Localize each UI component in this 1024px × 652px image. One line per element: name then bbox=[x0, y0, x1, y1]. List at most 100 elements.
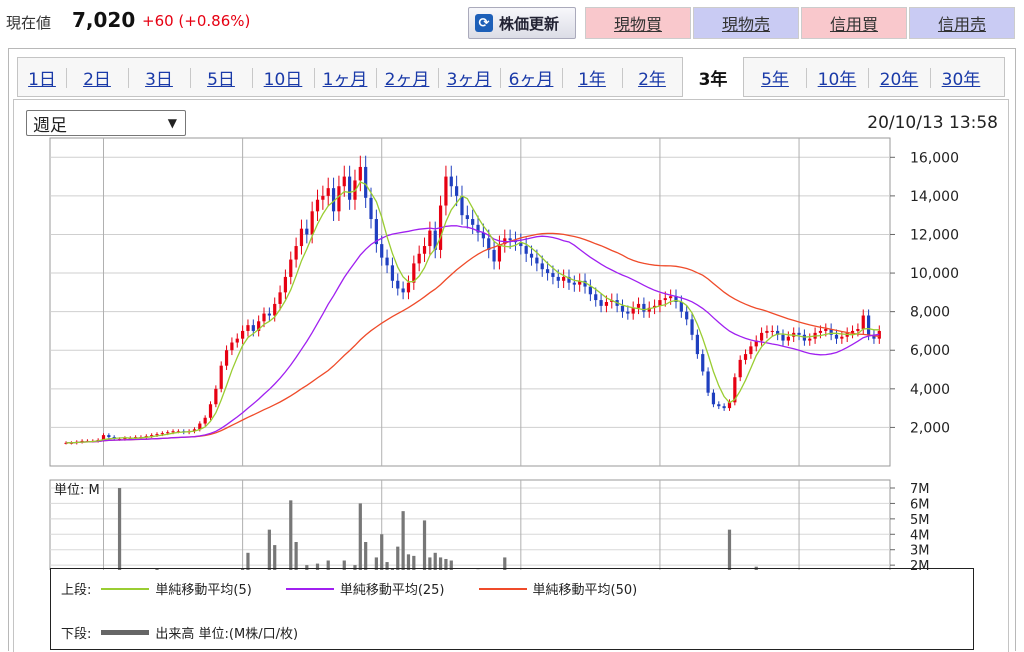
current-price-label: 現在値 bbox=[6, 12, 51, 33]
tab-12[interactable]: 5年 bbox=[744, 58, 806, 96]
candle-body bbox=[690, 319, 693, 334]
legend-ma50-label: 単純移動平均(50) bbox=[533, 579, 638, 598]
tab-3[interactable]: 5日 bbox=[190, 58, 252, 96]
tab-9[interactable]: 1年 bbox=[562, 58, 622, 96]
candle-body bbox=[856, 329, 859, 331]
candle-body bbox=[492, 250, 495, 262]
candle-body bbox=[252, 325, 255, 331]
tab-11[interactable]: 3年 bbox=[682, 57, 744, 97]
volume-grid bbox=[50, 480, 895, 570]
candle-body bbox=[637, 304, 640, 308]
legend-upper-row: 上段: 単純移動平均(5) 単純移動平均(25) 単純移動平均(50) bbox=[61, 579, 665, 598]
candle-body bbox=[594, 294, 597, 300]
tab-10[interactable]: 2年 bbox=[622, 58, 682, 96]
candle-body bbox=[685, 312, 688, 320]
refresh-price-label: 株価更新 bbox=[499, 13, 559, 34]
candle-body bbox=[551, 273, 554, 277]
volume-bar bbox=[423, 520, 426, 570]
price-tick-label: 4,000 bbox=[910, 382, 950, 398]
tab-13[interactable]: 10年 bbox=[806, 58, 868, 96]
candle-body bbox=[241, 331, 244, 339]
candle-body bbox=[300, 229, 303, 246]
candle-body bbox=[209, 404, 212, 418]
candle-body bbox=[214, 389, 217, 404]
cash-sell-button[interactable]: 現物売 bbox=[693, 7, 799, 39]
candle-body bbox=[509, 238, 512, 240]
candle-body bbox=[546, 269, 549, 273]
volume-tick-label: 3M bbox=[910, 544, 930, 559]
price-tick-label: 10,000 bbox=[910, 266, 959, 282]
candle-body bbox=[701, 354, 704, 371]
stock-chart: 16,00014,00012,00010,0008,0006,0004,0002… bbox=[14, 100, 1008, 570]
tab-4[interactable]: 10日 bbox=[252, 58, 314, 96]
legend-ma25: 単純移動平均(25) bbox=[280, 579, 445, 598]
tab-1[interactable]: 2日 bbox=[66, 58, 128, 96]
candle-body bbox=[450, 177, 453, 187]
candle-body bbox=[765, 331, 768, 333]
tab-6[interactable]: 2ヶ月 bbox=[376, 58, 438, 96]
candle-body bbox=[535, 258, 538, 264]
tab-14[interactable]: 20年 bbox=[868, 58, 930, 96]
legend-ma5-label: 単純移動平均(5) bbox=[155, 579, 251, 598]
candle-body bbox=[541, 263, 544, 269]
cash-buy-button[interactable]: 現物買 bbox=[585, 7, 691, 39]
tab-5[interactable]: 1ヶ月 bbox=[314, 58, 376, 96]
volume-bar bbox=[364, 542, 367, 570]
candle-body bbox=[230, 343, 233, 351]
candle-body bbox=[428, 231, 431, 246]
volume-bar bbox=[396, 547, 399, 570]
candle-body bbox=[781, 335, 784, 341]
candle-body bbox=[471, 219, 474, 225]
candle-body bbox=[669, 296, 672, 298]
candle-body bbox=[696, 335, 699, 354]
candle-body bbox=[498, 244, 501, 261]
legend-ma50-swatch bbox=[479, 588, 527, 590]
price-tick-label: 6,000 bbox=[910, 343, 950, 359]
candle-body bbox=[680, 302, 683, 312]
current-price-value: 7,020 bbox=[72, 8, 135, 32]
candle-body bbox=[605, 302, 608, 306]
candle-body bbox=[632, 308, 635, 314]
candle-body bbox=[262, 314, 265, 322]
candle-body bbox=[343, 177, 346, 187]
margin-buy-button[interactable]: 信用買 bbox=[801, 7, 907, 39]
tab-7[interactable]: 3ヶ月 bbox=[438, 58, 500, 96]
price-tick-label: 16,000 bbox=[910, 150, 959, 166]
volume-tick-label: 6M bbox=[910, 497, 930, 512]
tab-8[interactable]: 6ヶ月 bbox=[500, 58, 562, 96]
tab-0[interactable]: 1日 bbox=[18, 58, 66, 96]
price-tick-label: 8,000 bbox=[910, 305, 950, 321]
volume-bar bbox=[380, 534, 383, 570]
candle-body bbox=[385, 258, 388, 266]
margin-sell-button[interactable]: 信用売 bbox=[909, 7, 1015, 39]
candle-body bbox=[321, 196, 324, 200]
candle-body bbox=[166, 432, 169, 433]
candle-body bbox=[418, 254, 421, 264]
candle-body bbox=[284, 277, 287, 292]
tab-15[interactable]: 30年 bbox=[930, 58, 992, 96]
candle-body bbox=[840, 337, 843, 339]
volume-unit-label: 単位: M bbox=[54, 482, 100, 498]
candle-body bbox=[455, 186, 458, 196]
candle-body bbox=[311, 211, 314, 234]
volume-plot-frame bbox=[50, 480, 890, 570]
volume-tick-label: 5M bbox=[910, 513, 930, 528]
legend-ma5: 単純移動平均(5) bbox=[95, 579, 251, 598]
candle-body bbox=[787, 337, 790, 341]
candle-body bbox=[423, 246, 426, 254]
candle-body bbox=[402, 288, 405, 292]
legend-ma50: 単純移動平均(50) bbox=[473, 579, 638, 598]
candle-body bbox=[712, 393, 715, 405]
chart-legend: 上段: 単純移動平均(5) 単純移動平均(25) 単純移動平均(50) 下段: … bbox=[50, 568, 974, 650]
quote-header: 現在値 7,020 +60 (+0.86%) ⟳ 株価更新 現物買 現物売 信用… bbox=[0, 0, 1024, 46]
tab-2[interactable]: 3日 bbox=[128, 58, 190, 96]
refresh-price-button[interactable]: ⟳ 株価更新 bbox=[468, 7, 576, 39]
candle-body bbox=[466, 215, 469, 219]
candle-body bbox=[819, 331, 822, 333]
candle-body bbox=[268, 314, 271, 316]
price-tick-label: 2,000 bbox=[910, 420, 950, 436]
candle-body bbox=[155, 434, 158, 435]
candle-body bbox=[273, 304, 276, 316]
